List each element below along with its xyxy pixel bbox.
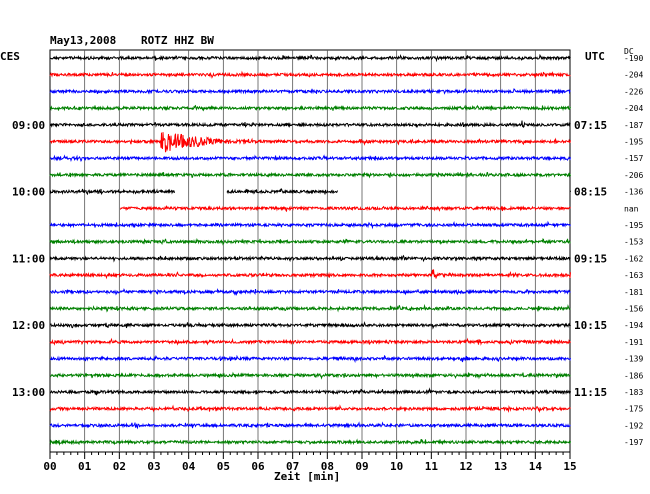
dc-offset-label: -194 xyxy=(624,321,643,330)
trace-22-seg-0 xyxy=(49,421,571,430)
chart-station: ROTZ HHZ BW xyxy=(141,34,214,47)
dc-offset-label: -139 xyxy=(624,355,643,364)
x-tick-label: 03 xyxy=(147,460,160,473)
trace-7-seg-0 xyxy=(49,171,571,179)
trace-9-seg-0 xyxy=(119,205,571,213)
right-timezone-label: UTC xyxy=(585,50,605,63)
dc-offset-label: -162 xyxy=(624,254,643,263)
dc-offset-label: -191 xyxy=(624,338,643,347)
x-tick-label: 14 xyxy=(529,460,543,473)
trace-13-seg-0 xyxy=(49,269,571,280)
dc-offset-label: -187 xyxy=(624,121,643,130)
x-tick-label: 04 xyxy=(182,460,196,473)
trace-14-seg-0 xyxy=(49,287,571,297)
trace-15-seg-0 xyxy=(49,303,571,313)
trace-8-seg-2 xyxy=(569,190,571,193)
dc-offset-label: -157 xyxy=(624,154,643,163)
trace-8-seg-0 xyxy=(49,188,175,196)
trace-6-seg-0 xyxy=(49,154,571,163)
x-axis-ticks: 00 01 02 03 04 05 06 07 08 09 10 11 12 13 14 15 xyxy=(43,452,577,473)
left-time-label: 12:00 xyxy=(12,319,45,332)
dc-offset-label: -197 xyxy=(624,438,643,447)
axis-labels: -190 -204 -226 -204 -187 -195 -157 -206 -136 nan -… xyxy=(12,54,643,447)
trace-5-seg-0 xyxy=(49,132,571,153)
trace-19-seg-0 xyxy=(49,371,571,380)
dc-offset-label: -181 xyxy=(624,288,643,297)
trace-0-seg-0 xyxy=(49,53,571,63)
plot-frame xyxy=(49,49,571,453)
left-time-label: 13:00 xyxy=(12,386,45,399)
right-time-label: 10:15 xyxy=(574,319,607,332)
dc-header-label: DC xyxy=(624,47,634,56)
trace-8-seg-1 xyxy=(226,188,338,195)
dc-offset-label: -206 xyxy=(624,171,643,180)
x-tick-label: 09 xyxy=(355,460,368,473)
dc-offset-label: -204 xyxy=(624,104,643,113)
x-tick-label: 06 xyxy=(251,460,265,473)
x-tick-label: 05 xyxy=(217,460,230,473)
trace-2-seg-0 xyxy=(49,88,571,95)
x-tick-label: 02 xyxy=(113,460,126,473)
right-time-label: 07:15 xyxy=(574,119,607,132)
right-time-label: 09:15 xyxy=(574,252,607,265)
x-tick-label: 13 xyxy=(494,460,507,473)
plot-grid xyxy=(49,49,571,453)
chart-date: May13,2008 xyxy=(50,34,117,47)
x-tick-label: 01 xyxy=(78,460,92,473)
trace-12-seg-0 xyxy=(49,254,571,263)
x-tick-label: 15 xyxy=(563,460,576,473)
left-time-label: 09:00 xyxy=(12,119,45,132)
left-time-label: 11:00 xyxy=(12,252,45,265)
x-tick-label: 00 xyxy=(43,460,56,473)
dc-offset-label: -190 xyxy=(624,54,643,63)
seismic-traces xyxy=(49,53,571,446)
dc-offset-label: -192 xyxy=(624,421,643,430)
trace-4-seg-0 xyxy=(49,120,571,129)
trace-1-seg-0 xyxy=(49,70,571,79)
dc-offset-label: -183 xyxy=(624,388,643,397)
trace-21-seg-0 xyxy=(49,404,571,414)
right-time-label: 08:15 xyxy=(574,186,607,199)
dc-offset-label: -136 xyxy=(624,188,643,197)
x-axis-title: Zeit [min] xyxy=(274,470,341,483)
dc-offset-label: -156 xyxy=(624,305,643,314)
dc-offset-label: nan xyxy=(624,204,639,213)
trace-23-seg-0 xyxy=(49,438,571,446)
dc-offset-label: -204 xyxy=(624,71,643,80)
x-tick-label: 11 xyxy=(425,460,439,473)
x-tick-label: 12 xyxy=(459,460,472,473)
dc-offset-label: -195 xyxy=(624,221,643,230)
dc-offset-label: -226 xyxy=(624,87,643,96)
right-time-label: 11:15 xyxy=(574,386,607,399)
dc-offset-label: -175 xyxy=(624,405,643,414)
trace-10-seg-0 xyxy=(49,220,571,230)
dc-offset-label: -195 xyxy=(624,138,643,147)
dc-offset-label: -163 xyxy=(624,271,643,280)
x-tick-label: 08 xyxy=(321,460,334,473)
dc-offset-label: -153 xyxy=(624,238,643,247)
trace-16-seg-0 xyxy=(49,321,571,330)
trace-18-seg-0 xyxy=(49,354,571,364)
left-time-label: 10:00 xyxy=(12,186,45,199)
trace-3-seg-0 xyxy=(49,104,571,112)
trace-20-seg-0 xyxy=(49,387,571,396)
trace-17-seg-0 xyxy=(49,337,571,346)
trace-11-seg-0 xyxy=(49,237,571,246)
dc-offset-label: -186 xyxy=(624,371,643,380)
x-tick-label: 07 xyxy=(286,460,299,473)
x-tick-label: 10 xyxy=(390,460,403,473)
left-timezone-label: CES xyxy=(0,50,20,63)
